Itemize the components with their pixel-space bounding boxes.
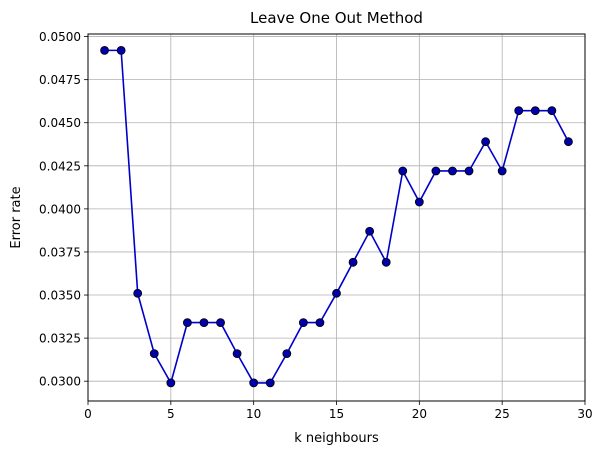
y-tick-label: 0.0475: [39, 73, 81, 87]
data-point: [182, 318, 192, 328]
x-tick-label: 5: [167, 407, 175, 421]
data-point: [149, 349, 159, 359]
y-tick-label: 0.0350: [39, 289, 81, 303]
y-tick-label: 0.0375: [39, 245, 81, 259]
data-point: [332, 288, 341, 298]
x-axis-label: k neighbours: [294, 431, 379, 446]
y-tick-label: 0.0450: [39, 116, 81, 130]
data-point: [431, 166, 441, 176]
series-layer: [100, 45, 573, 388]
y-tick-label: 0.0400: [39, 202, 81, 216]
y-axis-label: Error rate: [9, 186, 24, 248]
data-point: [100, 45, 109, 55]
y-axis-ticks: 0.0300 0.0325 0.0350 0.0375 0.0400 0.0425 0.04…: [39, 30, 88, 389]
chart-title: Leave One Out Method: [250, 9, 423, 27]
data-point: [497, 166, 507, 176]
data-point: [133, 288, 143, 298]
data-point: [216, 318, 225, 328]
y-tick-label: 0.0425: [39, 159, 81, 173]
data-point: [398, 166, 408, 176]
data-point: [464, 166, 474, 176]
data-point: [315, 318, 325, 328]
data-point: [232, 349, 242, 359]
x-axis-ticks: 0 5 10 15 20 25 30: [84, 401, 593, 421]
data-point: [116, 45, 126, 55]
y-tick-label: 0.0325: [39, 332, 81, 346]
x-tick-label: 0: [84, 407, 92, 421]
data-point: [514, 106, 524, 116]
data-point: [530, 106, 540, 116]
data-point: [564, 137, 573, 147]
y-tick-label: 0.0300: [39, 375, 81, 389]
data-point: [282, 349, 292, 359]
plot-frame: [87, 33, 586, 402]
x-tick-label: 20: [412, 407, 427, 421]
data-point: [448, 166, 457, 176]
data-point: [365, 226, 375, 236]
data-point: [249, 378, 259, 388]
x-tick-label: 25: [495, 407, 510, 421]
data-point: [547, 106, 557, 116]
data-point: [199, 318, 209, 328]
data-point: [381, 257, 391, 267]
x-tick-label: 10: [246, 407, 261, 421]
data-point: [481, 137, 491, 147]
grid-lines: [87, 34, 586, 401]
data-point: [414, 197, 424, 207]
x-tick-label: 30: [577, 407, 592, 421]
data-point: [298, 318, 308, 328]
data-point: [265, 378, 275, 388]
data-point: [348, 257, 358, 267]
x-tick-label: 15: [329, 407, 344, 421]
data-point: [166, 378, 176, 388]
y-tick-label: 0.0500: [39, 30, 81, 44]
